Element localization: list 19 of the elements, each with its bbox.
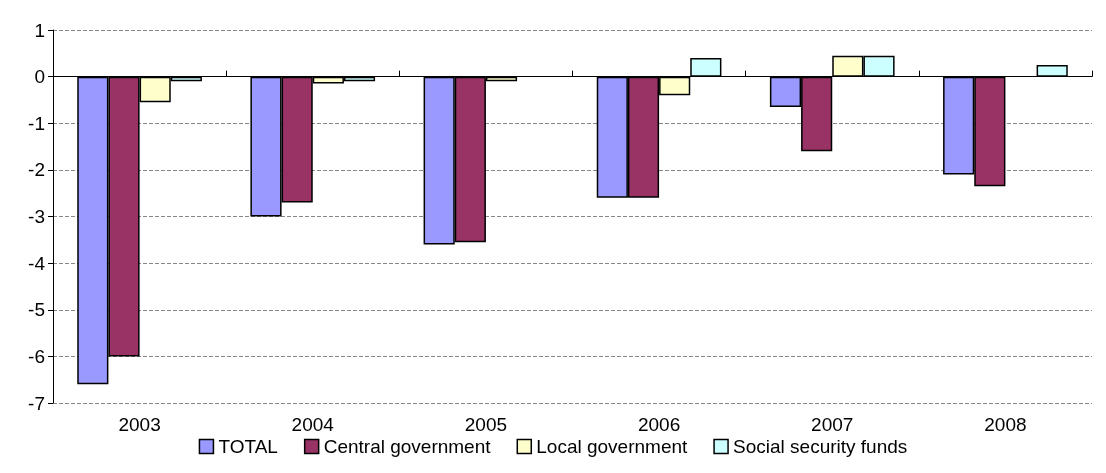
legend-label: TOTAL: [218, 436, 278, 457]
legend-label: Central government: [323, 436, 492, 457]
x-tick-label: 2005: [464, 414, 508, 435]
x-tick-label: 2008: [984, 414, 1027, 435]
x-tick-label: 2004: [291, 414, 335, 435]
y-tick-label: 1: [34, 19, 45, 41]
y-tick-label: 0: [34, 66, 45, 88]
y-tick-label: -7: [28, 392, 45, 414]
x-tick-label: 2003: [118, 414, 161, 435]
y-tick-label: -1: [28, 112, 45, 134]
y-tick-label: -3: [28, 206, 45, 227]
legend-label: Social security funds: [733, 436, 908, 457]
y-tick-label: -5: [28, 299, 45, 321]
legend-label: Local government: [536, 436, 689, 457]
x-tick-label: 2007: [811, 414, 854, 435]
x-tick-label: 2006: [637, 414, 681, 435]
y-tick-label: -2: [28, 159, 45, 181]
y-tick-label: -4: [28, 252, 46, 274]
y-tick-label: -6: [28, 345, 45, 367]
